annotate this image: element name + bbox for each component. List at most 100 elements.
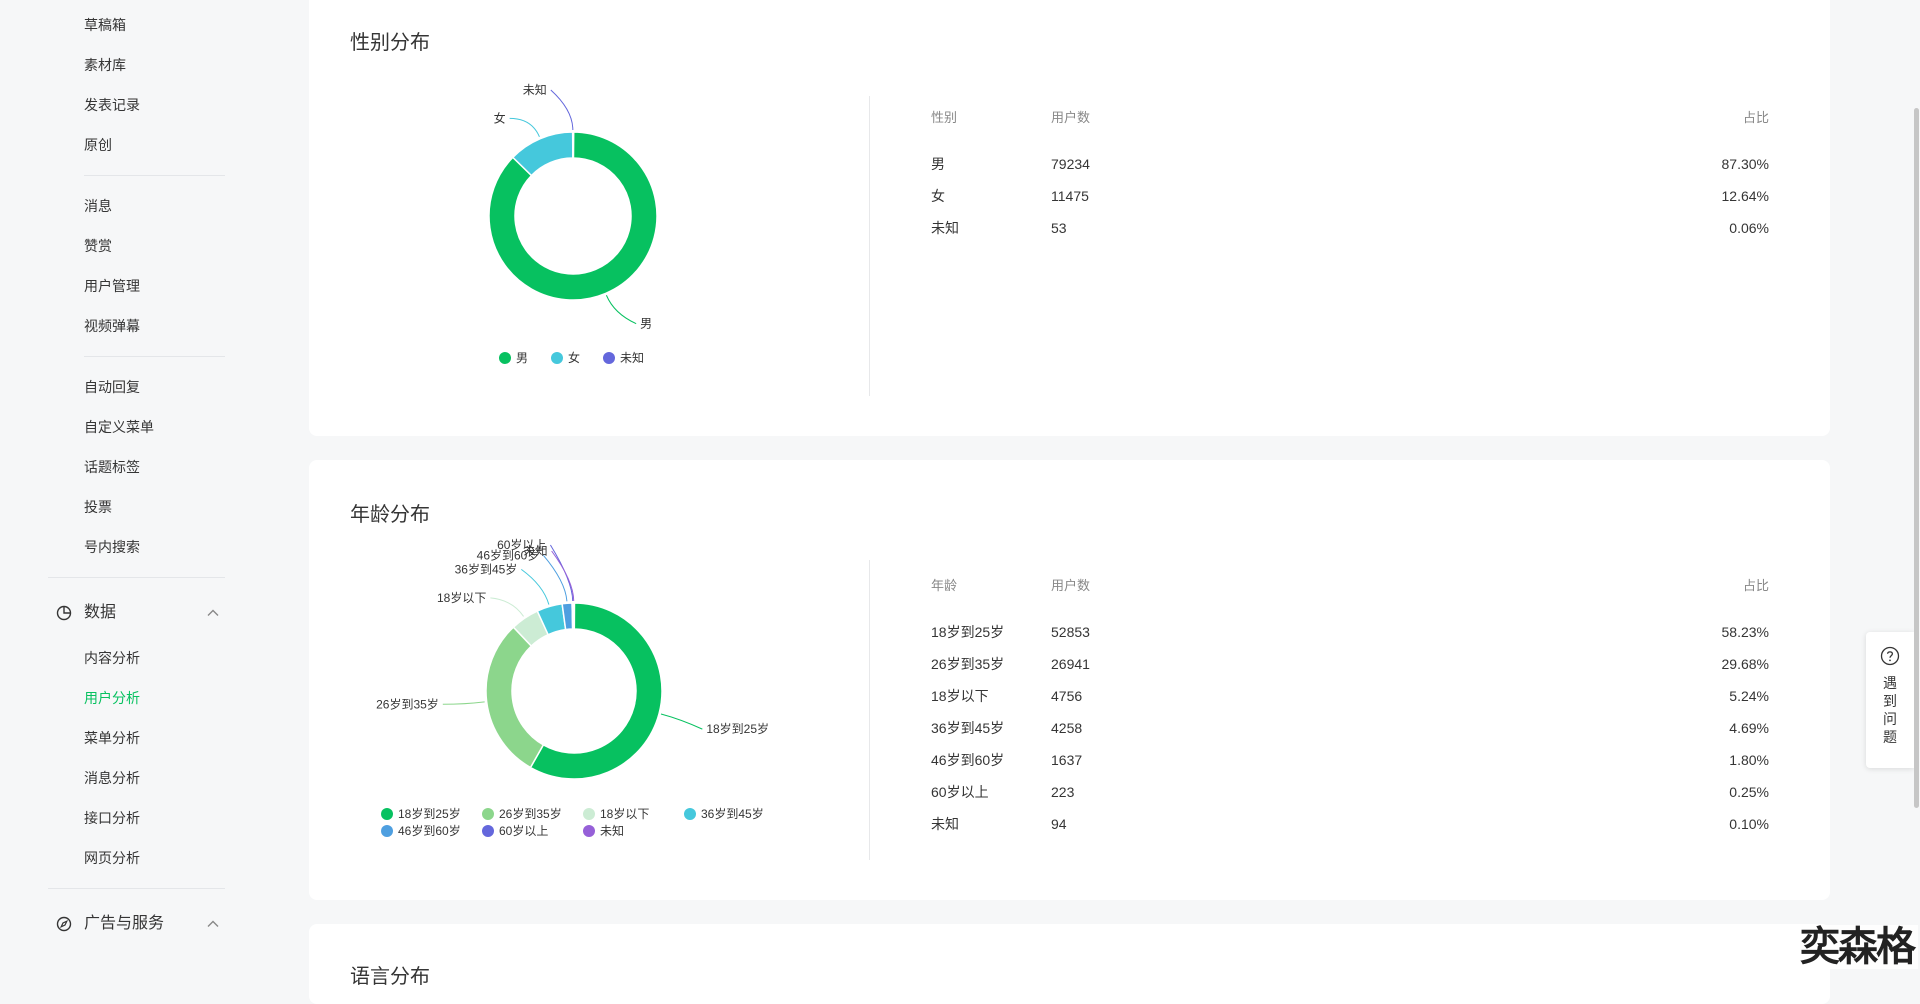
sidebar-divider xyxy=(48,577,225,578)
chevron-up-icon[interactable] xyxy=(206,917,220,931)
card-divider xyxy=(869,96,870,396)
table-header-cell: 用户数 xyxy=(1051,570,1090,602)
sidebar-item-user-management[interactable]: 用户管理 xyxy=(84,266,278,306)
legend-item[interactable]: 60岁以上 xyxy=(482,823,548,839)
table-cell: 79234 xyxy=(1051,148,1090,180)
label-line xyxy=(551,90,573,130)
legend-label: 18岁以下 xyxy=(600,807,649,821)
help-label: 遇到问题 xyxy=(1883,674,1897,746)
chevron-up-icon[interactable] xyxy=(206,606,220,620)
sidebar-item-user-analysis[interactable]: 用户分析 xyxy=(84,678,278,718)
sidebar-item-custom-menu[interactable]: 自定义菜单 xyxy=(84,407,278,447)
legend-item[interactable]: 46岁到60岁 xyxy=(381,823,461,839)
donut-slice[interactable] xyxy=(573,603,574,629)
legend-item[interactable]: 男 xyxy=(499,350,528,366)
slice-label: 26岁到35岁 xyxy=(376,696,439,711)
legend-label: 男 xyxy=(516,351,528,365)
slice-label: 未知 xyxy=(524,544,548,558)
table-cell: 36岁到45岁 xyxy=(931,712,1004,744)
legend-item[interactable]: 18岁以下 xyxy=(583,806,649,822)
slice-label: 男 xyxy=(640,317,652,331)
sidebar-item-topic-tags[interactable]: 话题标签 xyxy=(84,447,278,487)
pie-chart-icon xyxy=(56,605,72,621)
table-cell: 0.10% xyxy=(1729,808,1769,840)
sidebar-group-data: 内容分析 用户分析 菜单分析 消息分析 接口分析 网页分析 xyxy=(0,638,278,878)
sidebar-item-content-analysis[interactable]: 内容分析 xyxy=(84,638,278,678)
card-title: 年龄分布 xyxy=(350,498,430,527)
language-distribution-card: 语言分布 xyxy=(309,924,1830,1004)
table-cell: 58.23% xyxy=(1722,616,1769,648)
table-cell: 94 xyxy=(1051,808,1067,840)
donut-slice[interactable] xyxy=(573,132,574,158)
sidebar-item-search[interactable]: 号内搜索 xyxy=(84,527,278,567)
sidebar-item-rewards[interactable]: 赞赏 xyxy=(84,226,278,266)
table-cell: 0.06% xyxy=(1729,212,1769,244)
sidebar-item-drafts[interactable]: 草稿箱 xyxy=(84,5,278,45)
sidebar-item-video-danmaku[interactable]: 视频弹幕 xyxy=(84,306,278,346)
sidebar-item-publish-records[interactable]: 发表记录 xyxy=(84,85,278,125)
sidebar-item-original[interactable]: 原创 xyxy=(84,125,278,165)
gender-chart-legend: 男 女 未知 xyxy=(499,350,799,370)
slice-label: 36岁到45岁 xyxy=(455,561,518,576)
legend-item[interactable]: 未知 xyxy=(583,823,624,839)
sidebar-item-materials[interactable]: 素材库 xyxy=(84,45,278,85)
help-button[interactable]: 遇到问题 xyxy=(1866,632,1914,768)
scrollbar-thumb[interactable] xyxy=(1914,108,1919,808)
sidebar-section-label: 数据 xyxy=(84,604,116,621)
sidebar-section-data[interactable]: 数据 xyxy=(0,588,278,638)
legend-dot xyxy=(381,825,393,837)
compass-icon xyxy=(56,916,72,932)
donut-slice[interactable] xyxy=(486,627,543,767)
table-cell: 60岁以上 xyxy=(931,776,989,808)
table-cell: 223 xyxy=(1051,776,1074,808)
legend-label: 18岁到25岁 xyxy=(398,807,461,821)
sidebar-item-vote[interactable]: 投票 xyxy=(84,487,278,527)
sidebar-section-ads[interactable]: 广告与服务 xyxy=(0,899,278,949)
legend-item[interactable]: 未知 xyxy=(603,350,644,366)
legend-item[interactable]: 36岁到45岁 xyxy=(684,806,764,822)
sidebar-item-api-analysis[interactable]: 接口分析 xyxy=(84,798,278,838)
table-cell: 18岁以下 xyxy=(931,680,989,712)
age-chart-legend: 18岁到25岁 26岁到35岁 18岁以下 36岁到45岁 46岁到60岁 60岁以上 未知 xyxy=(381,806,801,846)
label-line xyxy=(661,714,702,729)
table-cell: 11475 xyxy=(1051,180,1089,212)
label-line xyxy=(443,702,485,704)
label-line xyxy=(510,118,540,136)
legend-dot xyxy=(684,808,696,820)
card-divider xyxy=(869,560,870,860)
sidebar-divider xyxy=(84,175,225,176)
watermark: 奕森格 xyxy=(1796,925,1918,969)
sidebar-item-webpage-analysis[interactable]: 网页分析 xyxy=(84,838,278,878)
legend-dot xyxy=(381,808,393,820)
legend-item[interactable]: 女 xyxy=(551,350,580,366)
table-row: 未知 94 0.10% xyxy=(931,808,1769,840)
sidebar-item-auto-reply[interactable]: 自动回复 xyxy=(84,367,278,407)
table-cell: 18岁到25岁 xyxy=(931,616,1004,648)
sidebar-item-menu-analysis[interactable]: 菜单分析 xyxy=(84,718,278,758)
slice-label: 女 xyxy=(494,110,506,125)
legend-label: 女 xyxy=(568,351,580,365)
table-header-cell: 性别 xyxy=(931,102,957,134)
table-cell: 4.69% xyxy=(1729,712,1769,744)
table-header-row: 年龄用户数占比 xyxy=(931,570,1769,602)
table-header-cell: 占比 xyxy=(1743,570,1769,602)
sidebar-item-messages[interactable]: 消息 xyxy=(84,186,278,226)
legend-item[interactable]: 26岁到35岁 xyxy=(482,806,562,822)
label-line xyxy=(543,555,567,601)
legend-label: 26岁到35岁 xyxy=(499,807,562,821)
legend-dot xyxy=(583,825,595,837)
table-cell: 未知 xyxy=(931,808,959,840)
sidebar-item-message-analysis[interactable]: 消息分析 xyxy=(84,758,278,798)
sidebar-group-features: 自动回复 自定义菜单 话题标签 投票 号内搜索 xyxy=(0,367,278,567)
legend-item[interactable]: 18岁到25岁 xyxy=(381,806,461,822)
